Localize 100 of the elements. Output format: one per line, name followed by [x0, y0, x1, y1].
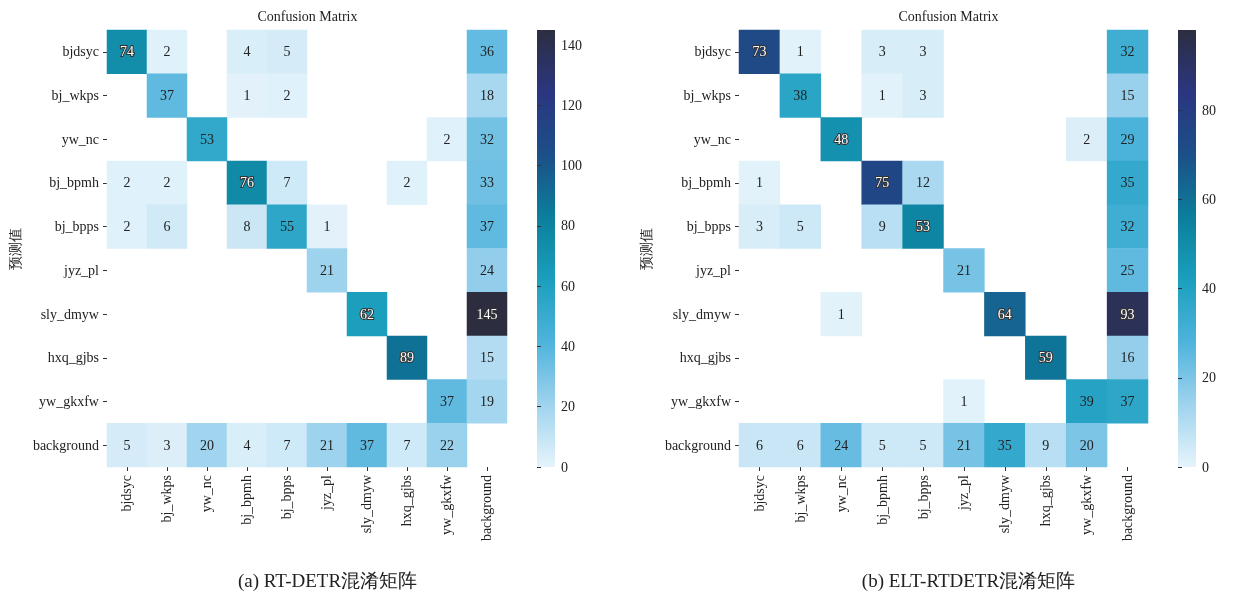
- y-tick-label: jyz_pl: [695, 262, 732, 278]
- color-bar-label: 140: [561, 37, 582, 53]
- y-tick-label: bj_wkps: [51, 88, 99, 104]
- y-tick-label: background: [32, 437, 99, 453]
- color-bar-label: 100: [561, 158, 582, 174]
- color-bar-label: 20: [1202, 370, 1216, 386]
- data-label: 37: [1120, 393, 1135, 409]
- x-tick-label: sly_dmyw: [359, 474, 375, 534]
- data-label: 36: [480, 44, 494, 60]
- data-label: 7: [283, 437, 291, 453]
- data-label: 4: [243, 437, 251, 453]
- x-tick-label: jyz_pl: [319, 474, 335, 511]
- data-label: 1: [243, 88, 251, 104]
- data-label: 53: [916, 219, 931, 235]
- x-tick-label: bj_wkps: [792, 475, 808, 523]
- data-label: 33: [480, 175, 494, 191]
- x-tick-label: hxq_gjbs: [399, 475, 415, 527]
- color-bar-label: 0: [561, 459, 568, 475]
- data-label: 3: [878, 44, 886, 60]
- data-label: 21: [320, 262, 334, 278]
- data-label: 76: [239, 175, 254, 191]
- x-tick-label: hxq_gjbs: [1038, 475, 1054, 527]
- data-label: 1: [755, 175, 763, 191]
- color-bar-label: 40: [1202, 281, 1216, 297]
- chart-title: Confusion Matrix: [257, 8, 358, 24]
- data-label: 3: [163, 437, 171, 453]
- color-bar-label: 0: [1202, 459, 1209, 475]
- x-tick-label: bj_wkps: [159, 475, 175, 523]
- x-tick-label: bjdsyc: [751, 475, 767, 512]
- y-tick-label: yw_nc: [693, 131, 731, 147]
- data-label: 35: [1120, 175, 1135, 191]
- data-label: 75: [875, 175, 890, 191]
- data-label: 37: [480, 219, 494, 235]
- x-tick-label: yw_gkxfw: [1079, 474, 1095, 535]
- data-label: 48: [834, 131, 849, 147]
- chart-title: Confusion Matrix: [898, 8, 999, 24]
- color-bar-label: 60: [1202, 191, 1216, 207]
- data-label: 29: [1120, 131, 1135, 147]
- data-label: 25: [1120, 262, 1135, 278]
- data-label: 21: [956, 437, 971, 453]
- data-label: 7: [283, 175, 291, 191]
- data-label: 5: [878, 437, 886, 453]
- data-label: 39: [1079, 393, 1094, 409]
- data-label: 24: [480, 262, 494, 278]
- data-label: 1: [878, 88, 886, 104]
- color-bar-label: 40: [561, 338, 575, 354]
- y-axis-title: 预测值: [638, 227, 654, 270]
- data-label: 2: [283, 88, 291, 104]
- y-tick-label: hxq_gjbs: [47, 350, 99, 366]
- data-label: 55: [279, 219, 294, 235]
- x-tick-label: background: [479, 475, 495, 542]
- data-label: 5: [919, 437, 927, 453]
- data-label: 37: [360, 437, 374, 453]
- x-tick-label: background: [1120, 475, 1136, 542]
- data-label: 1: [837, 306, 845, 322]
- x-tick-label: bj_bpps: [279, 475, 295, 520]
- data-label: 2: [123, 175, 131, 191]
- data-label: 5: [796, 219, 804, 235]
- data-label: 18: [480, 88, 494, 104]
- y-tick-label: hxq_gjbs: [679, 350, 731, 366]
- data-label: 32: [480, 131, 494, 147]
- data-label: 1: [796, 44, 804, 60]
- data-label: 89: [400, 350, 414, 366]
- data-label: 3: [919, 44, 927, 60]
- color-bar-label: 80: [1202, 102, 1216, 118]
- data-label: 2: [443, 131, 451, 147]
- data-label: 2: [163, 175, 171, 191]
- data-label: 6: [796, 437, 804, 453]
- color-bar-label: 20: [561, 399, 575, 415]
- data-label: 2: [1083, 131, 1091, 147]
- data-label: 3: [755, 219, 763, 235]
- data-label: 16: [1120, 350, 1135, 366]
- x-tick-label: bj_bpmh: [874, 475, 890, 525]
- y-tick-label: bj_bpps: [54, 219, 99, 235]
- y-tick-label: background: [664, 437, 731, 453]
- y-tick-label: sly_dmyw: [672, 306, 732, 322]
- y-tick-label: sly_dmyw: [40, 306, 100, 322]
- data-label: 12: [916, 175, 931, 191]
- y-tick-label: bj_bpps: [686, 219, 731, 235]
- y-tick-label: bjdsyc: [694, 44, 731, 60]
- data-label: 21: [320, 437, 334, 453]
- x-tick-label: yw_gkxfw: [439, 474, 455, 535]
- y-tick-label: yw_gkxfw: [671, 393, 732, 409]
- color-bar-label: 60: [561, 278, 575, 294]
- data-label: 1: [323, 219, 331, 235]
- data-label: 15: [1120, 88, 1135, 104]
- y-axis-title: 预测值: [7, 227, 23, 270]
- data-label: 64: [997, 306, 1012, 322]
- data-label: 37: [440, 393, 454, 409]
- data-label: 73: [752, 44, 767, 60]
- x-tick-label: jyz_pl: [956, 474, 972, 511]
- color-bar-label: 80: [561, 218, 575, 234]
- y-tick-label: yw_nc: [61, 131, 99, 147]
- x-tick-label: bjdsyc: [119, 475, 135, 512]
- data-label: 3: [919, 88, 927, 104]
- data-label: 15: [480, 350, 494, 366]
- data-label: 20: [199, 437, 214, 453]
- data-label: 21: [956, 262, 971, 278]
- text: (b) ELT-RTDETR混淆矩阵: [861, 570, 1076, 592]
- y-tick-label: bj_bpmh: [681, 175, 731, 191]
